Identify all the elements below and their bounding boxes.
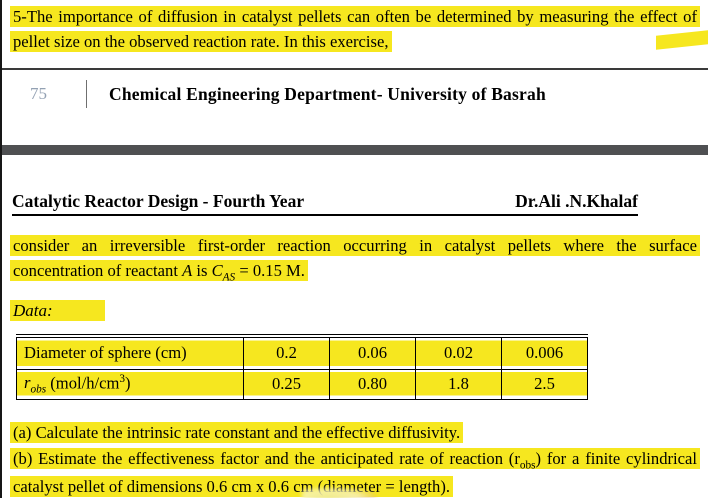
reactant-symbol: A (182, 260, 193, 280)
data-section-label: Data: (10, 300, 708, 322)
course-title: Catalytic Reactor Design - Fourth Year (12, 191, 305, 211)
table-cell: 1.8 (415, 368, 502, 400)
course-heading: Catalytic Reactor Design - Fourth Year D… (12, 191, 638, 216)
page-header: 75 Chemical Engineering Department- Univ… (2, 70, 708, 118)
instructor-name: Dr.Ali .N.Khalaf (515, 191, 638, 211)
top-note-paragraph: 5-The importance of diffusion in catalys… (2, 0, 708, 70)
table-cell: 2.5 (501, 368, 588, 400)
table-cell: 0.06 (329, 334, 416, 370)
table-row-diameter: Diameter of sphere (cm) 0.2 0.06 0.02 0.… (16, 334, 588, 370)
page-number: 75 (30, 84, 47, 103)
table-row-robs: robs (mol/h/cm3) 0.25 0.80 1.8 2.5 (16, 368, 588, 400)
row-label-diameter: Diameter of sphere (cm) (16, 334, 244, 370)
section-divider-bar (2, 145, 708, 155)
cropped-figure-fragment (302, 487, 376, 498)
table-cell: 0.80 (329, 368, 416, 400)
top-note-text: 5-The importance of diffusion in catalys… (10, 6, 700, 52)
department-title: Chemical Engineering Department- Univers… (109, 83, 546, 104)
data-table: Diameter of sphere (cm) 0.2 0.06 0.02 0.… (16, 334, 588, 400)
intro-text: consider an irreversible first-order rea… (10, 235, 700, 284)
table-cell: 0.006 (501, 334, 588, 370)
header-divider (86, 80, 87, 108)
robs-subscript: obs (519, 459, 536, 472)
table-cell: 0.2 (243, 334, 330, 370)
question-a: (a) Calculate the intrinsic rate constan… (10, 420, 700, 445)
table-cell: 0.25 (243, 368, 330, 400)
robs-symbol: robs (24, 373, 47, 396)
table-cell: 0.02 (415, 334, 502, 370)
concentration-symbol: CAS (211, 260, 236, 284)
intro-paragraph: consider an irreversible first-order rea… (10, 234, 700, 286)
row-label-robs: robs (mol/h/cm3) (16, 368, 244, 400)
